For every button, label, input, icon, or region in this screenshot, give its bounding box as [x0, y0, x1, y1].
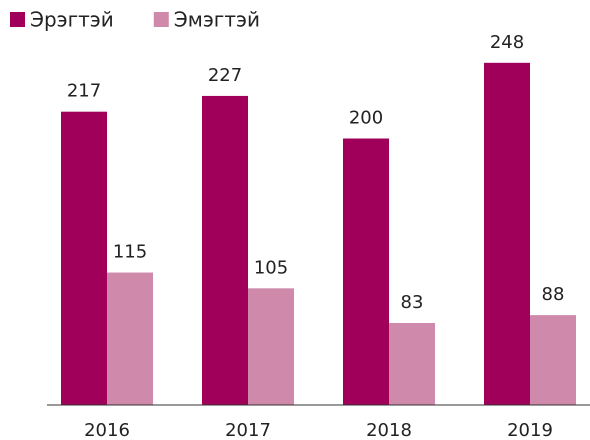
legend-label: Эрэгтэй — [30, 8, 114, 32]
bar — [202, 95, 248, 405]
data-label: 227 — [208, 65, 242, 86]
bar — [248, 288, 294, 405]
x-tick-label: 2019 — [507, 420, 553, 440]
bar — [389, 323, 435, 405]
x-tick-label: 2018 — [366, 420, 412, 440]
legend-swatch — [153, 12, 169, 27]
data-label: 217 — [67, 81, 101, 102]
data-label: 115 — [113, 242, 147, 263]
data-label: 248 — [490, 32, 524, 53]
data-label: 83 — [401, 292, 424, 313]
bar — [484, 62, 530, 406]
bar — [107, 272, 153, 405]
bar — [530, 315, 576, 405]
bar — [343, 138, 389, 405]
bar — [61, 111, 107, 405]
data-label: 105 — [254, 257, 288, 278]
x-tick-label: 2016 — [84, 420, 130, 440]
data-label: 200 — [349, 108, 383, 129]
x-tick-label: 2017 — [225, 420, 271, 440]
legend-swatch — [10, 12, 25, 27]
data-label: 88 — [542, 284, 565, 305]
legend-label: Эмэгтэй — [174, 8, 260, 32]
